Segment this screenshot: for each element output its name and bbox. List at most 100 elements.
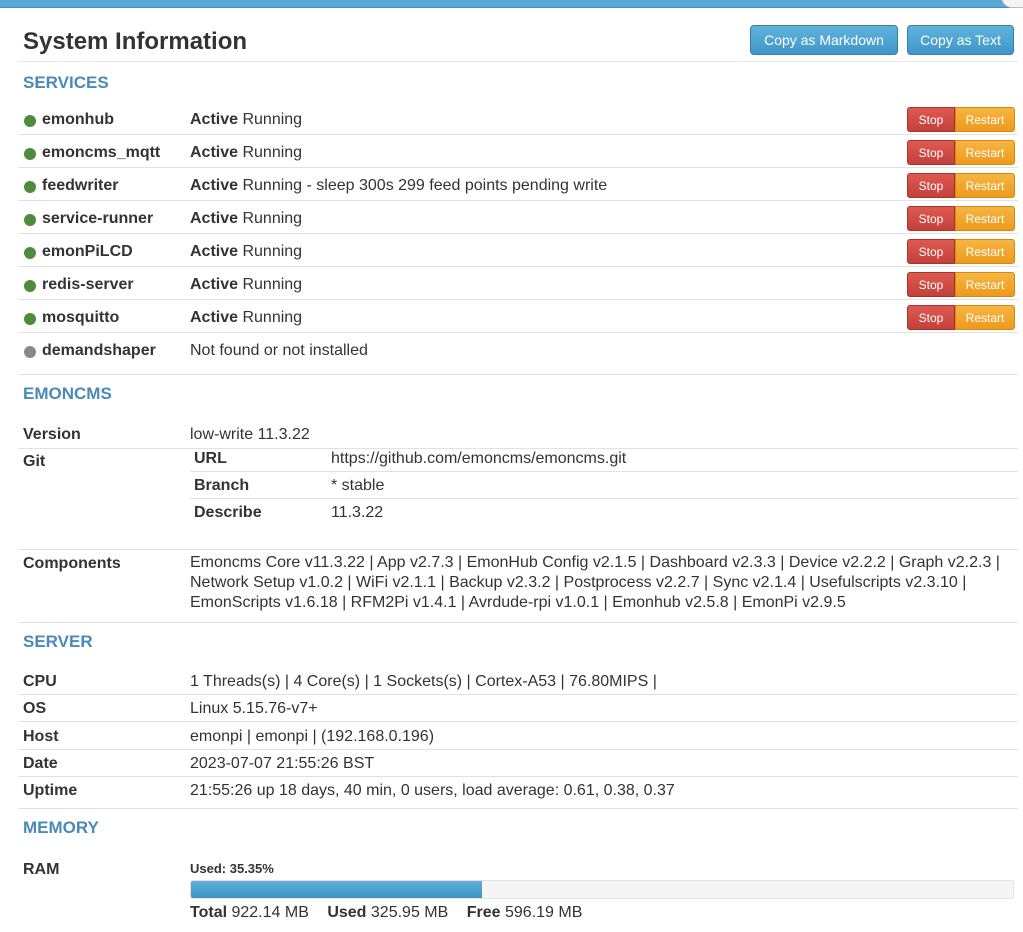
service-row-service-runner: service-runner Active Running Stop Restart	[18, 201, 1018, 234]
service-name: emoncms_mqtt	[42, 144, 161, 161]
host-value: emonpi | emonpi | (192.168.0.196)	[190, 728, 435, 745]
components-value: Emoncms Core v11.3.22 | App v2.7.3 | Emo…	[190, 554, 1000, 611]
service-actions: Stop Restart	[907, 206, 1015, 231]
divider	[18, 776, 1018, 777]
emoncms-heading: EMONCMS	[23, 384, 112, 403]
service-row-feedwriter: feedwriter Active Running - sleep 300s 29…	[18, 168, 1018, 201]
status-dot-icon	[24, 346, 36, 358]
divider	[18, 694, 1018, 695]
status-dot-icon	[24, 115, 36, 127]
stop-button[interactable]: Stop	[907, 272, 955, 297]
git-table: URL https://github.com/emoncms/emoncms.g…	[190, 445, 1018, 526]
service-name: emonPiLCD	[42, 243, 133, 260]
restart-button[interactable]: Restart	[955, 173, 1015, 198]
ram-progress-bar	[190, 880, 1014, 899]
uptime-value: 21:55:26 up 18 days, 40 min, 0 users, lo…	[190, 782, 675, 799]
service-row-emonPiLCD: emonPiLCD Active Running Stop Restart	[18, 234, 1018, 267]
service-detail: Not found or not installed	[190, 342, 368, 359]
service-detail: Running	[238, 276, 303, 293]
stop-button[interactable]: Stop	[907, 173, 955, 198]
service-actions: Stop Restart	[907, 140, 1015, 165]
restart-button[interactable]: Restart	[955, 239, 1015, 264]
service-actions: Stop Restart	[907, 272, 1015, 297]
service-status: Active Running	[190, 276, 302, 294]
top-navbar	[0, 0, 1023, 8]
version-label: Version	[23, 426, 81, 443]
server-heading: SERVER	[23, 632, 93, 651]
service-status: Active Running	[190, 309, 302, 327]
service-detail: Running	[238, 111, 303, 128]
status-dot-icon	[24, 313, 36, 325]
stop-button[interactable]: Stop	[907, 305, 955, 330]
service-row-demandshaper: demandshaper Not found or not installed	[18, 333, 1018, 366]
date-value: 2023-07-07 21:55:26 BST	[190, 755, 375, 772]
service-name: service-runner	[42, 210, 154, 227]
service-row-redis-server: redis-server Active Running Stop Restart	[18, 267, 1018, 300]
page-header: System Information Copy as Markdown Copy…	[18, 8, 1018, 62]
stop-button[interactable]: Stop	[907, 140, 955, 165]
status-dot-icon	[24, 214, 36, 226]
git-branch-value: * stable	[331, 477, 385, 494]
git-describe-row: Describe 11.3.22	[190, 499, 1018, 526]
service-status: Not found or not installed	[190, 342, 368, 360]
restart-button[interactable]: Restart	[955, 107, 1015, 132]
emoncms-section: EMONCMS Version low-write 11.3.22 Git UR…	[18, 374, 1018, 611]
services-heading: SERVICES	[23, 73, 109, 92]
restart-button[interactable]: Restart	[955, 305, 1015, 330]
service-actions: Stop Restart	[907, 239, 1015, 264]
service-status: Active Running	[190, 144, 302, 162]
ram-progress-fill	[191, 881, 482, 898]
status-dot-icon	[24, 181, 36, 193]
service-state: Active	[190, 309, 239, 326]
ram-total-label: Total	[190, 904, 228, 921]
service-status: Active Running	[190, 210, 302, 228]
ram-free-label: Free	[466, 904, 501, 921]
stop-button[interactable]: Stop	[907, 107, 955, 132]
services-section: SERVICES emonhub Active Running Stop Restar…	[18, 70, 1018, 366]
divider	[18, 749, 1018, 750]
stop-button[interactable]: Stop	[907, 206, 955, 231]
restart-button[interactable]: Restart	[955, 272, 1015, 297]
service-status: Active Running	[190, 243, 302, 261]
service-detail: Running	[238, 144, 303, 161]
stop-button[interactable]: Stop	[907, 239, 955, 264]
divider	[18, 448, 1018, 449]
git-branch-label: Branch	[194, 477, 250, 494]
os-label: OS	[23, 700, 47, 717]
cpu-label: CPU	[23, 673, 57, 690]
date-label: Date	[23, 755, 58, 772]
service-row-emoncms_mqtt: emoncms_mqtt Active Running Stop Restart	[18, 135, 1018, 168]
service-actions: Stop Restart	[907, 305, 1015, 330]
status-dot-icon	[24, 280, 36, 292]
page-title: System Information	[23, 28, 248, 55]
service-actions: Stop Restart	[907, 173, 1015, 198]
restart-button[interactable]: Restart	[955, 206, 1015, 231]
uptime-label: Uptime	[23, 782, 78, 799]
copy-as-text-button[interactable]: Copy as Text	[907, 25, 1014, 55]
memory-heading: MEMORY	[23, 818, 99, 837]
service-detail: Running - sleep 300s 299 feed points pen…	[238, 177, 608, 194]
memory-section: MEMORY RAM Used: 35.35% Total 922.14 MB …	[18, 808, 1018, 921]
service-state: Active	[190, 210, 239, 227]
ram-used-percent: Used: 35.35%	[190, 861, 274, 876]
service-actions: Stop Restart	[907, 107, 1015, 132]
service-name: redis-server	[42, 276, 134, 293]
services-list: emonhub Active Running Stop Restart emoncms_…	[18, 102, 1018, 366]
git-describe-value: 11.3.22	[331, 504, 384, 521]
git-describe-label: Describe	[194, 504, 262, 521]
os-value: Linux 5.15.76-v7+	[190, 700, 318, 717]
service-state: Active	[190, 144, 239, 161]
restart-button[interactable]: Restart	[955, 140, 1015, 165]
service-detail: Running	[238, 309, 303, 326]
divider	[18, 721, 1018, 722]
server-section: SERVER CPU 1 Threads(s) | 4 Core(s) | 1 …	[18, 622, 1018, 799]
divider	[18, 549, 1018, 550]
navbar-corner-button[interactable]	[1001, 0, 1023, 8]
service-name: mosquitto	[42, 309, 120, 326]
git-url-label: URL	[194, 450, 227, 467]
service-status: Active Running	[190, 111, 302, 129]
service-state: Active	[190, 111, 239, 128]
service-row-mosquitto: mosquitto Active Running Stop Restart	[18, 300, 1018, 333]
status-dot-icon	[24, 247, 36, 259]
copy-as-markdown-button[interactable]: Copy as Markdown	[750, 25, 898, 55]
